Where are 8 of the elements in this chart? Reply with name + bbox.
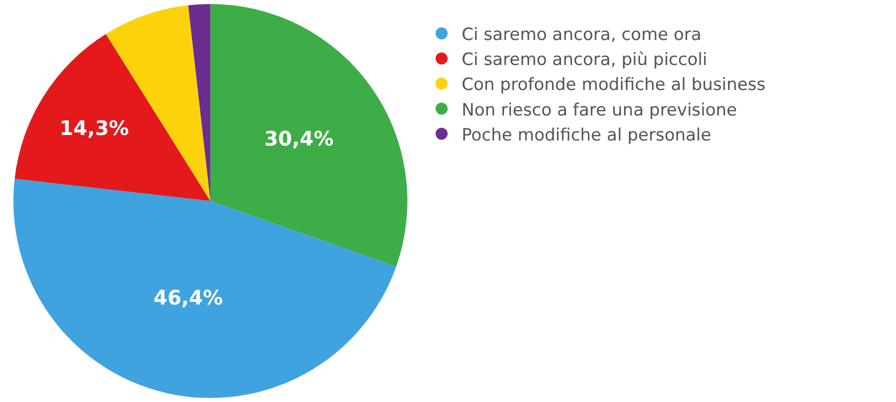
legend-label: Ci saremo ancora, come ora — [462, 25, 702, 45]
legend-label: Poche modifiche al personale — [462, 125, 712, 146]
legend-label: Ci saremo ancora, più piccoli — [462, 50, 708, 70]
data-label: 14,3% — [60, 116, 129, 140]
legend-label: Con profonde modifiche al business — [462, 75, 766, 96]
legend-label: Non riesco a fare una previsione — [462, 100, 738, 120]
data-label: 46,4% — [154, 285, 223, 310]
data-label: 30,4% — [264, 126, 334, 150]
